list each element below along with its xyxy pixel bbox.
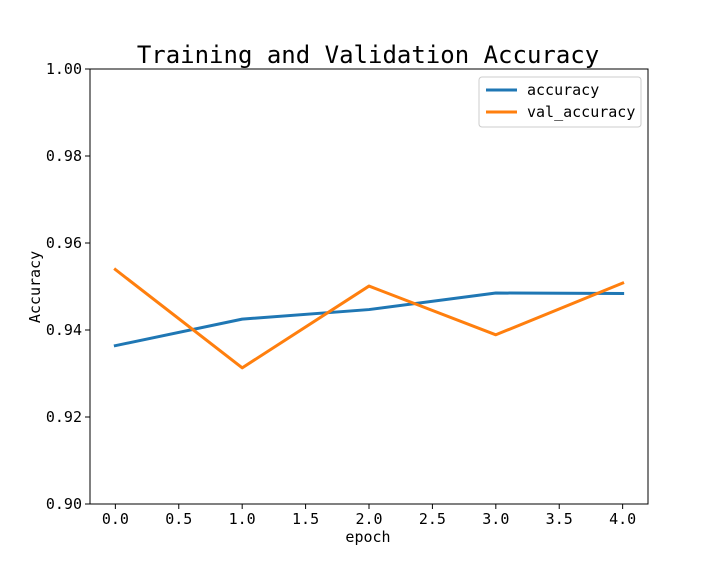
x-tick-label: 1.5	[292, 510, 319, 528]
legend-label-val-accuracy: val_accuracy	[527, 103, 635, 121]
series-line-accuracy	[113, 291, 625, 348]
y-tick-label: 0.98	[46, 147, 82, 165]
series-line-val-accuracy	[113, 267, 625, 370]
y-tick-label: 0.92	[46, 408, 82, 426]
x-tick-label: 1.0	[229, 510, 256, 528]
y-tick-label: 0.94	[46, 321, 82, 339]
x-axis-ticks: 0.0 0.5 1.0 1.5 2.0 2.5 3.0 3.5 4.0	[102, 504, 636, 528]
y-axis-label: Accuracy	[26, 251, 44, 323]
x-tick-label: 3.0	[482, 510, 509, 528]
series-lines	[113, 267, 625, 370]
legend-label-accuracy: accuracy	[527, 81, 599, 99]
chart-title: Training and Validation Accuracy	[137, 41, 599, 69]
x-tick-label: 4.0	[609, 510, 636, 528]
plot-area: 0.0 0.5 1.0 1.5 2.0 2.5 3.0 3.5 4.0 0.90 0.92 0.94…	[46, 60, 649, 528]
y-axis-ticks: 0.90 0.92 0.94 0.96 0.98 1.00	[46, 60, 90, 513]
y-tick-label: 0.96	[46, 234, 82, 252]
x-tick-label: 2.5	[419, 510, 446, 528]
y-tick-label: 1.00	[46, 60, 82, 78]
x-tick-label: 0.5	[165, 510, 192, 528]
x-tick-label: 2.0	[355, 510, 382, 528]
x-axis-label: epoch	[345, 528, 390, 546]
legend: accuracy val_accuracy	[478, 76, 642, 128]
x-tick-label: 0.0	[102, 510, 129, 528]
y-tick-label: 0.90	[46, 495, 82, 513]
legend-frame	[478, 76, 642, 128]
x-tick-label: 3.5	[546, 510, 573, 528]
